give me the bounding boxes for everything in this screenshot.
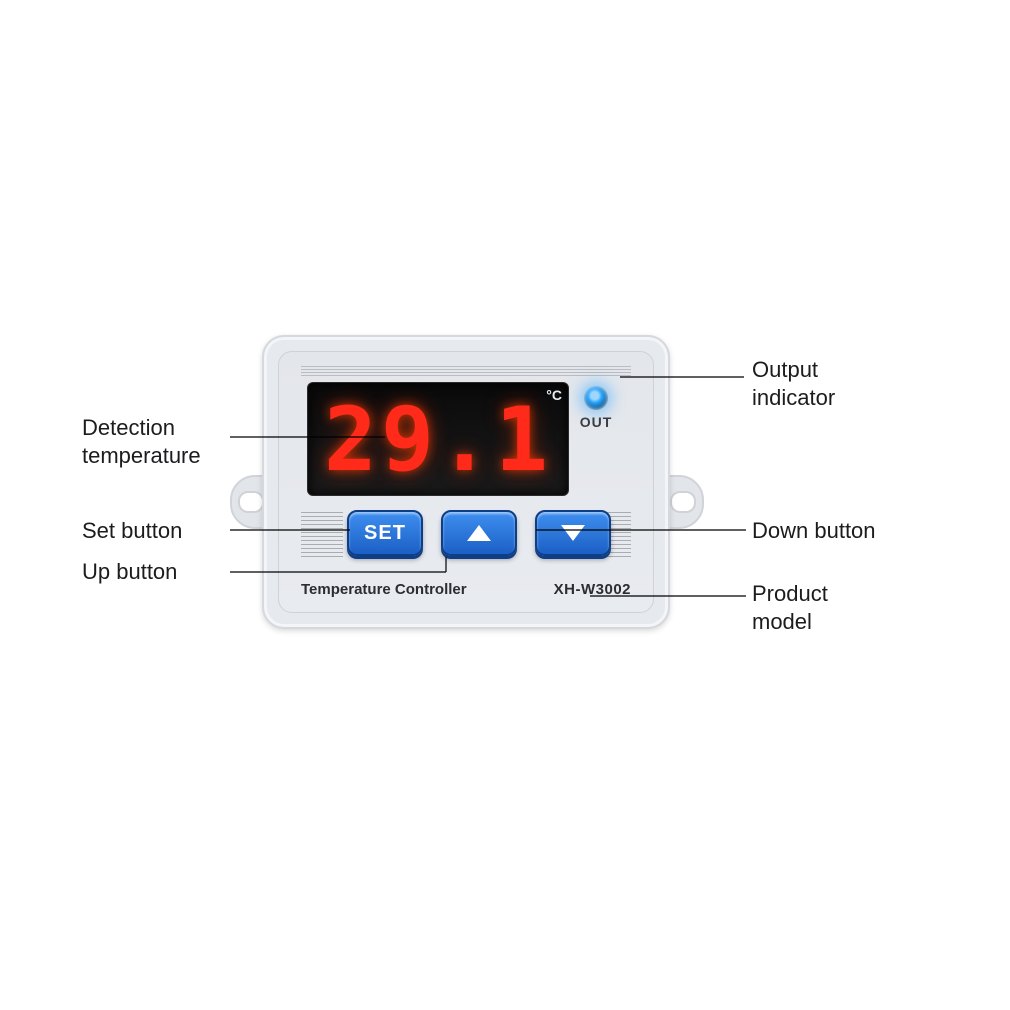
- label-output-indicator: Output indicator: [752, 356, 835, 411]
- lcd-display: °C 29.1: [307, 382, 569, 496]
- bottom-row: Temperature Controller XH-W3002: [301, 581, 631, 598]
- device-face: °C 29.1 OUT SET Temperature Controller X…: [278, 351, 654, 613]
- label-down-button: Down button: [752, 517, 876, 545]
- output-indicator: OUT: [565, 386, 627, 430]
- label-line: Detection: [82, 415, 175, 440]
- decor-stripes-left: [301, 512, 343, 560]
- label-product-model: Product model: [752, 580, 828, 635]
- down-button[interactable]: [535, 510, 611, 556]
- temperature-readout: 29.1: [308, 389, 568, 489]
- label-line: temperature: [82, 443, 201, 468]
- label-line: Product: [752, 581, 828, 606]
- button-row: SET: [347, 510, 611, 556]
- device-body: °C 29.1 OUT SET Temperature Controller X…: [262, 335, 670, 629]
- label-line: model: [752, 609, 812, 634]
- label-up-button: Up button: [82, 558, 177, 586]
- device-title: Temperature Controller: [301, 581, 467, 598]
- label-line: Output: [752, 357, 818, 382]
- out-label: OUT: [565, 414, 627, 430]
- set-button[interactable]: SET: [347, 510, 423, 556]
- label-line: indicator: [752, 385, 835, 410]
- label-detection-temperature: Detection temperature: [82, 414, 201, 469]
- device-model: XH-W3002: [554, 581, 631, 598]
- label-set-button: Set button: [82, 517, 182, 545]
- led-icon: [584, 386, 608, 410]
- triangle-down-icon: [561, 525, 585, 541]
- triangle-up-icon: [467, 525, 491, 541]
- up-button[interactable]: [441, 510, 517, 556]
- decor-stripes-top: [301, 366, 631, 378]
